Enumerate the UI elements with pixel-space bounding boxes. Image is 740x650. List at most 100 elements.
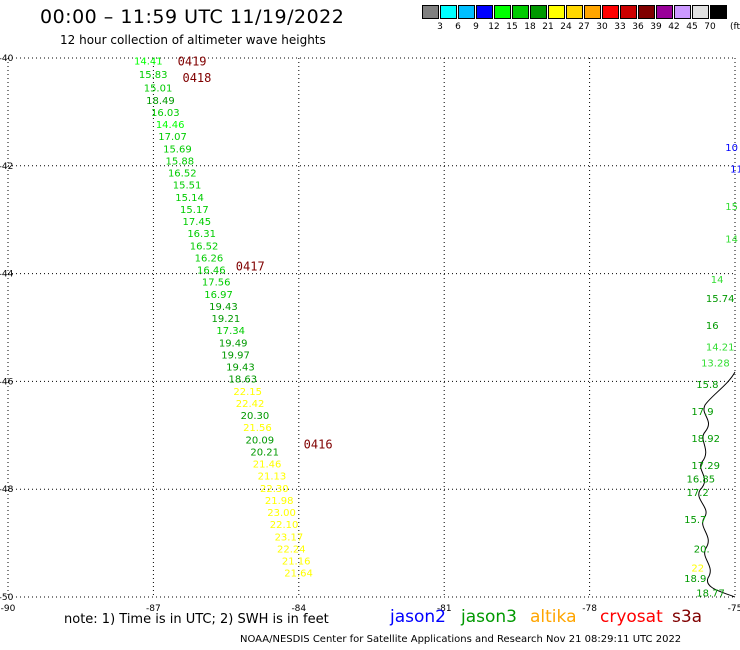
wave-height-label: 18.49 <box>146 96 175 107</box>
colorbar-swatch <box>566 5 583 19</box>
colorbar-tick-label: 30 <box>596 22 608 32</box>
colorbar-swatch <box>602 5 619 19</box>
x-tick-label: -84 <box>291 604 306 614</box>
colorbar-tick-label: 39 <box>650 22 662 32</box>
colorbar-swatch <box>620 5 637 19</box>
wave-height-label: 23.00 <box>267 508 296 519</box>
colorbar-swatch <box>710 5 727 19</box>
wave-height-label: 16.52 <box>168 168 197 179</box>
wave-height-label: 21.16 <box>282 556 311 567</box>
wave-height-label: 21.13 <box>258 472 287 483</box>
wave-height-label: 18.92 <box>691 434 720 445</box>
wave-height-label: 22.24 <box>277 544 306 555</box>
colorbar-swatch <box>584 5 601 19</box>
wave-height-label: 20. <box>694 544 710 555</box>
wave-height-label: 17.9 <box>691 407 713 418</box>
wave-height-label: 21.64 <box>284 569 313 580</box>
colorbar-swatch <box>512 5 529 19</box>
wave-height-label: 14 <box>711 275 724 286</box>
wave-height-label: 19.43 <box>209 302 238 313</box>
y-tick-label: -44 <box>0 270 14 280</box>
colorbar-tick-label: 27 <box>578 22 590 32</box>
time-label: 0419 <box>178 55 207 69</box>
x-tick-label: -75 <box>728 604 740 614</box>
satellite-label-cryosat: cryosat <box>600 607 663 627</box>
colorbar-swatch <box>656 5 673 19</box>
wave-height-label: 15.17 <box>180 205 209 216</box>
colorbar-tick-label: 24 <box>560 22 572 32</box>
wave-height-label: 16.03 <box>151 108 180 119</box>
colorbar-tick-label: 33 <box>614 22 626 32</box>
chart-title: 00:00 – 11:59 UTC 11/19/2022 <box>40 6 345 28</box>
wave-height-label: 22.42 <box>236 399 265 410</box>
wave-height-label: 15.51 <box>173 181 202 192</box>
satellite-label-jason3: jason3 <box>461 607 517 627</box>
wave-height-label: 17.2 <box>687 488 709 499</box>
colorbar-tick-label: 36 <box>632 22 644 32</box>
colorbar-tick-label: 12 <box>488 22 500 32</box>
wave-height-label: 22 <box>691 563 704 574</box>
colorbar-swatch <box>530 5 547 19</box>
x-tick-label: -87 <box>146 604 161 614</box>
wave-height-label: 15.83 <box>139 70 168 81</box>
wave-height-label: 19.21 <box>212 314 241 325</box>
wave-height-label: 21.56 <box>243 423 272 434</box>
x-tick-label: -78 <box>582 604 597 614</box>
wave-height-label: 15 <box>725 202 738 213</box>
wave-height-label: 19.43 <box>226 362 255 373</box>
wave-height-label: 20.09 <box>245 436 274 447</box>
colorbar-unit: (ft) <box>730 22 740 32</box>
wave-height-label: 23.17 <box>275 533 304 544</box>
wave-height-label: 17.45 <box>182 217 211 228</box>
wave-height-label: 15.01 <box>144 84 173 95</box>
y-tick-label: -48 <box>0 485 14 495</box>
wave-height-label: 17.29 <box>691 461 720 472</box>
wave-height-label: 16.97 <box>204 290 233 301</box>
wave-height-label: 15.74 <box>706 294 735 305</box>
wave-height-label: 20.21 <box>250 447 279 458</box>
wave-height-label: 21.46 <box>253 459 282 470</box>
wave-height-label: 22.10 <box>270 520 299 531</box>
colorbar-swatch <box>638 5 655 19</box>
colorbar-tick-label: 9 <box>473 22 479 32</box>
wave-height-label: 14.41 <box>134 57 163 68</box>
wave-height-label: 21.98 <box>265 496 294 507</box>
coastline-path <box>698 371 736 598</box>
wave-height-label: 17.07 <box>158 132 187 143</box>
wave-height-label: 18.63 <box>229 375 258 386</box>
wave-height-label: 17.34 <box>216 326 245 337</box>
colorbar-tick-label: 45 <box>686 22 698 32</box>
wave-height-label: 18.77 <box>696 589 725 600</box>
note-text: note: 1) Time is in UTC; 2) SWH is in fe… <box>64 612 329 627</box>
wave-height-label: 20.30 <box>241 411 270 422</box>
y-tick-label: -50 <box>0 593 14 603</box>
time-label: 0418 <box>182 71 211 85</box>
wave-height-label: 14.21 <box>706 342 735 353</box>
satellite-label-s3a: s3a <box>672 607 703 627</box>
x-tick-label: -90 <box>1 604 16 614</box>
colorbar-tick-label: 3 <box>437 22 443 32</box>
chart-subtitle: 12 hour collection of altimeter wave hei… <box>60 33 326 47</box>
colorbar-swatch <box>422 5 439 19</box>
colorbar-swatch <box>494 5 511 19</box>
wave-height-label: 15.14 <box>175 193 204 204</box>
colorbar-tick-label: 70 <box>704 22 716 32</box>
wave-height-label: 17.56 <box>202 278 231 289</box>
wave-height-label: 16.46 <box>197 265 226 276</box>
wave-height-label: 10 <box>725 143 738 154</box>
time-label: 0416 <box>304 437 333 451</box>
wave-height-label: 19.97 <box>221 350 250 361</box>
wave-height-label: 15.7 <box>684 515 706 526</box>
y-tick-label: -42 <box>0 162 13 172</box>
wave-height-label: 15.69 <box>163 145 192 156</box>
colorbar-swatch <box>476 5 493 19</box>
wave-height-label: 19.49 <box>219 339 248 350</box>
wave-height-label: 16.52 <box>190 242 219 253</box>
wave-height-label: 13.28 <box>701 359 730 370</box>
y-tick-label: -46 <box>0 377 14 387</box>
colorbar-swatch <box>692 5 709 19</box>
y-tick-label: -40 <box>0 54 14 64</box>
satellite-label-altika: altika <box>530 607 577 627</box>
colorbar-tick-label: 18 <box>524 22 536 32</box>
